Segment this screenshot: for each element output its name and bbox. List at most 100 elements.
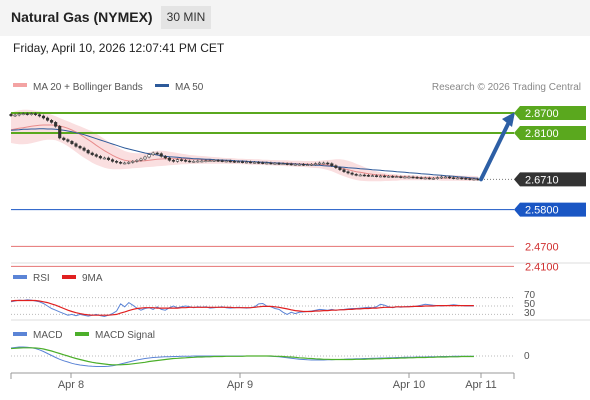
candle-body (147, 154, 151, 158)
candle-body (21, 113, 25, 115)
candle-body (98, 156, 102, 159)
candle-body (70, 141, 74, 144)
candle-body (476, 178, 480, 181)
candle-body (253, 162, 257, 164)
candle-body (123, 162, 127, 165)
candle-body (184, 160, 188, 162)
candle-body (94, 154, 98, 157)
candle-body (366, 175, 370, 177)
macd-signal-legend-swatch (75, 332, 89, 336)
candle-body (9, 114, 13, 116)
candle-body (208, 160, 212, 162)
candle-body (54, 122, 58, 127)
candle-body (350, 172, 354, 175)
candle-body (200, 160, 204, 163)
candle-body (261, 162, 265, 164)
candle-body (472, 178, 476, 181)
chart-header: Natural Gas (NYMEX) 30 MIN (0, 0, 590, 36)
candle-body (293, 164, 297, 166)
instrument-title: Natural Gas (NYMEX) (11, 9, 153, 25)
candle-body (216, 160, 220, 162)
rsi-legend-swatch (13, 275, 27, 279)
candle-body (155, 152, 159, 155)
candle-body (297, 164, 301, 166)
candle-body (62, 137, 66, 140)
legend-ma50: MA 50 (175, 82, 204, 93)
candle-body (139, 158, 143, 161)
candle-body (74, 143, 78, 147)
candle-body (244, 161, 249, 164)
candle-body (346, 171, 350, 174)
forecast-arrow (479, 118, 512, 182)
candle-body (50, 120, 54, 123)
rsi-level-50: 50 (524, 299, 536, 310)
rsi-level-70: 70 (524, 290, 536, 301)
timeframe-button[interactable]: 30 MIN (161, 6, 211, 29)
candle-body (342, 169, 346, 172)
price-level-label: 2.6710 (525, 174, 559, 186)
candle-body (427, 177, 431, 180)
candle-body (399, 176, 403, 178)
candle-body (143, 156, 147, 160)
price-level-tag (514, 106, 586, 120)
candle-body (135, 160, 139, 162)
candle-body (411, 176, 415, 179)
candle-body (314, 163, 318, 165)
ma50-legend-swatch (155, 84, 169, 87)
candle-body (204, 160, 208, 162)
research-credit: Research © 2026 Trading Central (432, 82, 581, 93)
candle-body (196, 160, 200, 163)
rsi-level-30: 30 (524, 308, 536, 319)
price-level-label: 2.4100 (525, 261, 559, 273)
candle-body (277, 163, 281, 165)
price-level-tag (514, 202, 586, 217)
price-level-tag (514, 126, 586, 140)
candle-body (301, 164, 305, 166)
legend-ma20-bollinger: MA 20 + Bollinger Bands (33, 82, 143, 93)
candle-body (86, 150, 90, 154)
candle-body (423, 177, 427, 180)
candle-body (468, 178, 472, 180)
candle-body (236, 161, 240, 163)
candle-body (58, 126, 62, 139)
candle-body (167, 157, 171, 161)
candle-body (362, 174, 366, 177)
price-level-label: 2.8100 (525, 128, 559, 140)
candle-body (228, 160, 232, 163)
x-tick-label: Apr 10 (393, 379, 425, 391)
macd-signal-line (10, 347, 474, 366)
candle-body (102, 157, 106, 160)
candle-body (330, 163, 334, 166)
candle-body (220, 160, 224, 162)
rsi-ma-legend-swatch (62, 275, 76, 279)
legend-macd-signal: MACD Signal (95, 330, 155, 341)
candle-body (305, 164, 309, 166)
candle-body (159, 153, 163, 157)
candle-body (232, 161, 236, 163)
candle-body (41, 115, 46, 119)
candle-body (464, 178, 468, 180)
candle-body (338, 167, 342, 170)
candle-body (334, 165, 338, 168)
candle-body (403, 176, 407, 179)
candle-body (273, 163, 277, 165)
candle-body (163, 156, 167, 159)
candle-body (188, 160, 192, 163)
ma50-line (10, 128, 479, 179)
candle-body (25, 113, 29, 115)
chart-layer: 2.8700 2.8100 2.6710 2.5800 2.4700 2.4100 (9, 106, 590, 367)
candle-body (318, 162, 322, 165)
candle-body (119, 162, 123, 164)
legend-macd: MACD (33, 330, 62, 341)
candle-body (82, 147, 86, 151)
candle-body (460, 177, 464, 180)
rsi-ma-line (10, 299, 474, 316)
candle-body (322, 162, 326, 165)
candle-body (395, 176, 399, 178)
candle-body (407, 176, 411, 179)
forecast-arrow-head (502, 112, 515, 127)
candle-body (370, 175, 374, 177)
candle-body (106, 157, 111, 160)
candle-body (326, 162, 330, 165)
candle-body (309, 164, 314, 166)
